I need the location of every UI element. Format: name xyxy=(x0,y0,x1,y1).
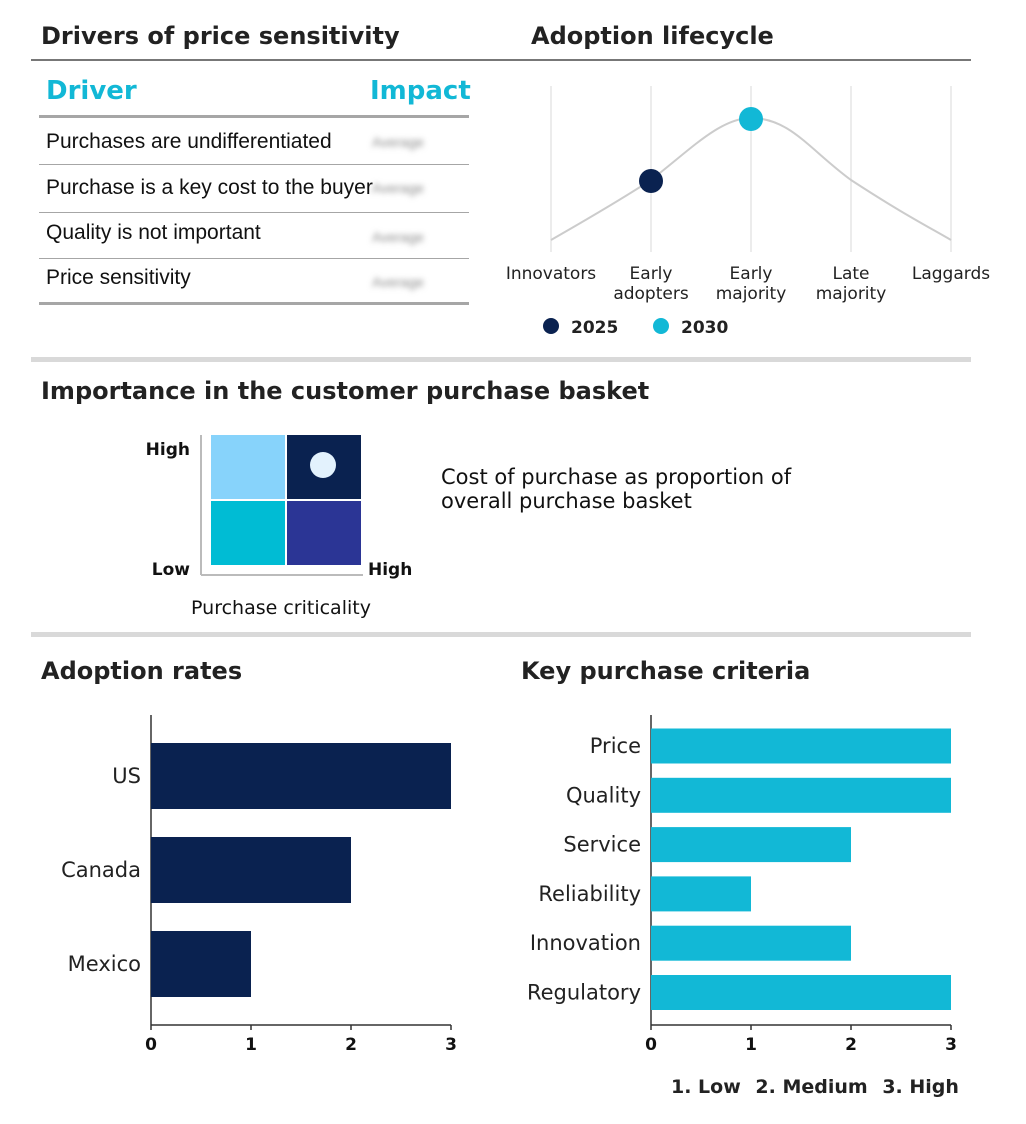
category-label: Quality xyxy=(566,783,641,807)
x-axis-high-label: High xyxy=(368,560,412,580)
impact-column-header: Impact xyxy=(370,76,471,106)
category-label: Innovation xyxy=(530,931,641,955)
lifecycle-stage-label: Early majority xyxy=(716,264,787,304)
quadrant-bottom-left xyxy=(211,500,286,565)
bar-us xyxy=(151,743,451,809)
category-label: US xyxy=(112,764,141,788)
driver-cell: Purchase is a key cost to the buyer xyxy=(46,176,373,199)
impact-cell: Average xyxy=(372,180,424,196)
x-tick-label: 2 xyxy=(845,1035,857,1055)
bar-mexico xyxy=(151,931,251,997)
top-rule xyxy=(31,59,971,61)
lifecycle-stage-label: Laggards xyxy=(912,264,990,284)
adoption-lifecycle-chart: Innovators Early adopters Early majority Late… xyxy=(506,86,990,338)
bar-regulatory xyxy=(651,975,951,1010)
driver-cell: Purchases are undifferentiated xyxy=(46,130,332,153)
scale-legend: 1. Low 2. Medium 3. High xyxy=(671,1076,959,1098)
position-marker xyxy=(310,452,336,478)
table-row-divider xyxy=(39,258,469,259)
importance-matrix: High Low High Purchase criticality xyxy=(146,435,412,619)
scale-legend-low: 1. Low xyxy=(671,1076,741,1098)
driver-cell: Quality is not important xyxy=(46,221,261,244)
x-tick-label: 0 xyxy=(145,1035,157,1055)
section-divider xyxy=(31,632,971,637)
lifecycle-marker-2030 xyxy=(739,107,763,131)
category-label: Reliability xyxy=(538,882,641,906)
impact-cell: Average xyxy=(372,229,424,245)
lifecycle-stage-label: Innovators xyxy=(506,264,596,284)
purchase-criteria-title: Key purchase criteria xyxy=(521,657,811,685)
table-row-divider xyxy=(39,164,469,165)
table-header-rule xyxy=(39,115,469,118)
scale-legend-medium: 2. Medium xyxy=(755,1076,868,1098)
adoption-rates-title: Adoption rates xyxy=(41,657,243,685)
scale-legend-high: 3. High xyxy=(882,1076,959,1098)
category-label: Price xyxy=(590,734,641,758)
bar-reliability xyxy=(651,876,751,912)
table-bottom-rule xyxy=(39,302,469,305)
category-label: Mexico xyxy=(68,952,141,976)
x-tick-label: 2 xyxy=(345,1035,357,1055)
quadrant-bottom-right xyxy=(286,500,361,565)
bar-innovation xyxy=(651,925,851,961)
x-axis-title: Purchase criticality xyxy=(191,597,371,619)
driver-column-header: Driver xyxy=(46,76,137,106)
category-label: Regulatory xyxy=(527,981,641,1005)
bar-price xyxy=(651,728,951,764)
impact-cell: Average xyxy=(372,134,424,150)
y-axis-low-label: Low xyxy=(152,560,191,580)
x-tick-label: 0 xyxy=(645,1035,657,1055)
driver-cell: Price sensitivity xyxy=(46,266,191,289)
legend-label-2025: 2025 xyxy=(571,318,618,338)
x-tick-label: 3 xyxy=(945,1035,957,1055)
lifecycle-marker-2025 xyxy=(639,169,663,193)
category-label: Canada xyxy=(61,858,141,882)
quadrant-top-left xyxy=(211,435,286,500)
importance-title: Importance in the customer purchase bask… xyxy=(41,377,650,405)
category-label: Service xyxy=(563,833,641,857)
lifecycle-title: Adoption lifecycle xyxy=(531,22,774,50)
x-tick-label: 1 xyxy=(245,1035,257,1055)
legend-label-2030: 2030 xyxy=(681,318,728,338)
legend-dot-2025 xyxy=(543,318,559,334)
bar-quality xyxy=(651,777,951,813)
legend-dot-2030 xyxy=(653,318,669,334)
section-divider xyxy=(31,357,971,362)
y-axis-high-label: High xyxy=(146,440,190,460)
lifecycle-stage-label: Late majority xyxy=(816,264,887,304)
bar-canada xyxy=(151,837,351,903)
table-row-divider xyxy=(39,212,469,213)
bar-service xyxy=(651,827,851,863)
x-tick-label: 3 xyxy=(445,1035,457,1055)
lifecycle-stage-label: Early adopters xyxy=(613,264,689,304)
matrix-description: Cost of purchase as proportion of overal… xyxy=(441,465,792,513)
drivers-title: Drivers of price sensitivity xyxy=(41,22,400,50)
x-tick-label: 1 xyxy=(745,1035,757,1055)
impact-cell: Average xyxy=(372,274,424,290)
